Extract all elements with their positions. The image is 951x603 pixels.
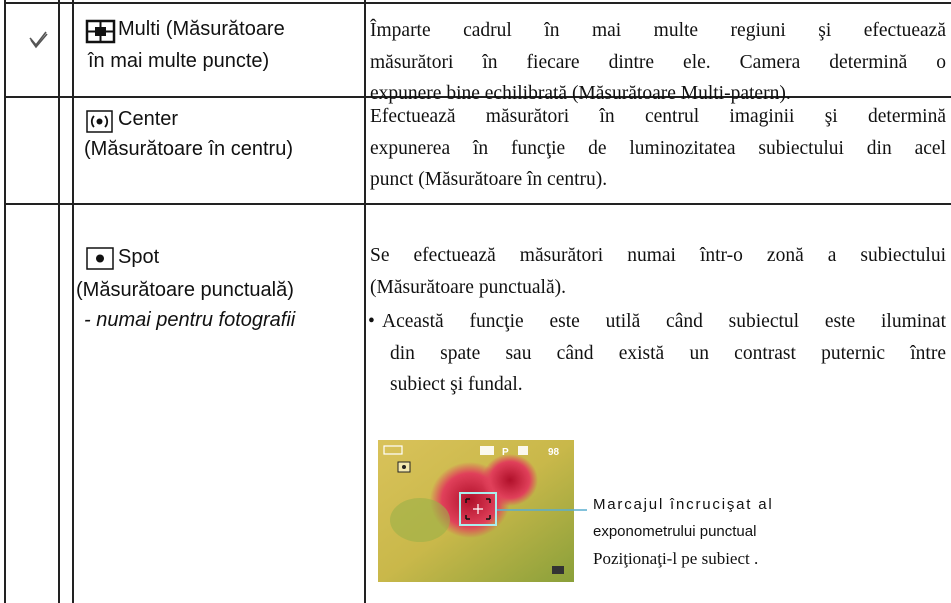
screen-count: 98 bbox=[548, 447, 560, 458]
border bbox=[72, 0, 74, 603]
description-line: Această funcţie este utilă când subiectu… bbox=[382, 311, 946, 332]
description-line: din spate sau când există un contrast pu… bbox=[390, 342, 946, 364]
screen-image bbox=[378, 440, 587, 582]
description-line: punct (Măsurătoare în centru). bbox=[370, 169, 608, 190]
multi-icon bbox=[85, 19, 116, 44]
description-line: expunere bine echilibrată (Măsurătoare M… bbox=[370, 83, 791, 104]
mode-note: - numai pentru fotografii bbox=[84, 309, 296, 331]
selected-mark bbox=[29, 31, 48, 49]
callout-text: Poziţionaţi-l pe subiect . bbox=[593, 549, 759, 568]
description-line: măsurători în fiecare dintre ele. Camera… bbox=[370, 51, 946, 73]
description-line: Efectuează măsurători în centrul imagini… bbox=[370, 106, 946, 127]
callout-text: exponometrului punctual bbox=[593, 523, 757, 540]
border bbox=[58, 0, 60, 603]
mode-label: Center bbox=[118, 108, 179, 130]
mode-label: în mai multe puncte) bbox=[88, 50, 270, 72]
screen-mode: P bbox=[502, 447, 509, 458]
description-line: Împarte cadrul în mai multe regiuni şi e… bbox=[370, 20, 946, 41]
description-line: (Măsurătoare punctuală). bbox=[370, 276, 566, 298]
mode-label: (Măsurătoare punctuală) bbox=[76, 279, 294, 301]
border bbox=[364, 0, 366, 603]
mode-label: Spot bbox=[118, 246, 160, 268]
description-line: Se efectuează măsurători numai într-o zo… bbox=[370, 245, 946, 266]
callout-text: Marcajul încrucişat al bbox=[593, 496, 774, 513]
description-line: expunerea în funcţie de luminozitatea su… bbox=[370, 137, 946, 159]
mode-label: (Măsurătoare în centru) bbox=[84, 138, 293, 160]
border bbox=[4, 203, 951, 205]
spot-icon bbox=[86, 247, 114, 270]
border bbox=[4, 0, 6, 603]
border bbox=[4, 96, 951, 98]
border bbox=[4, 2, 951, 4]
mode-label: Multi (Măsurătoare bbox=[118, 18, 285, 40]
bullet: • bbox=[368, 311, 375, 332]
description-line: subiect şi fundal. bbox=[390, 374, 523, 395]
center-icon bbox=[86, 110, 113, 133]
